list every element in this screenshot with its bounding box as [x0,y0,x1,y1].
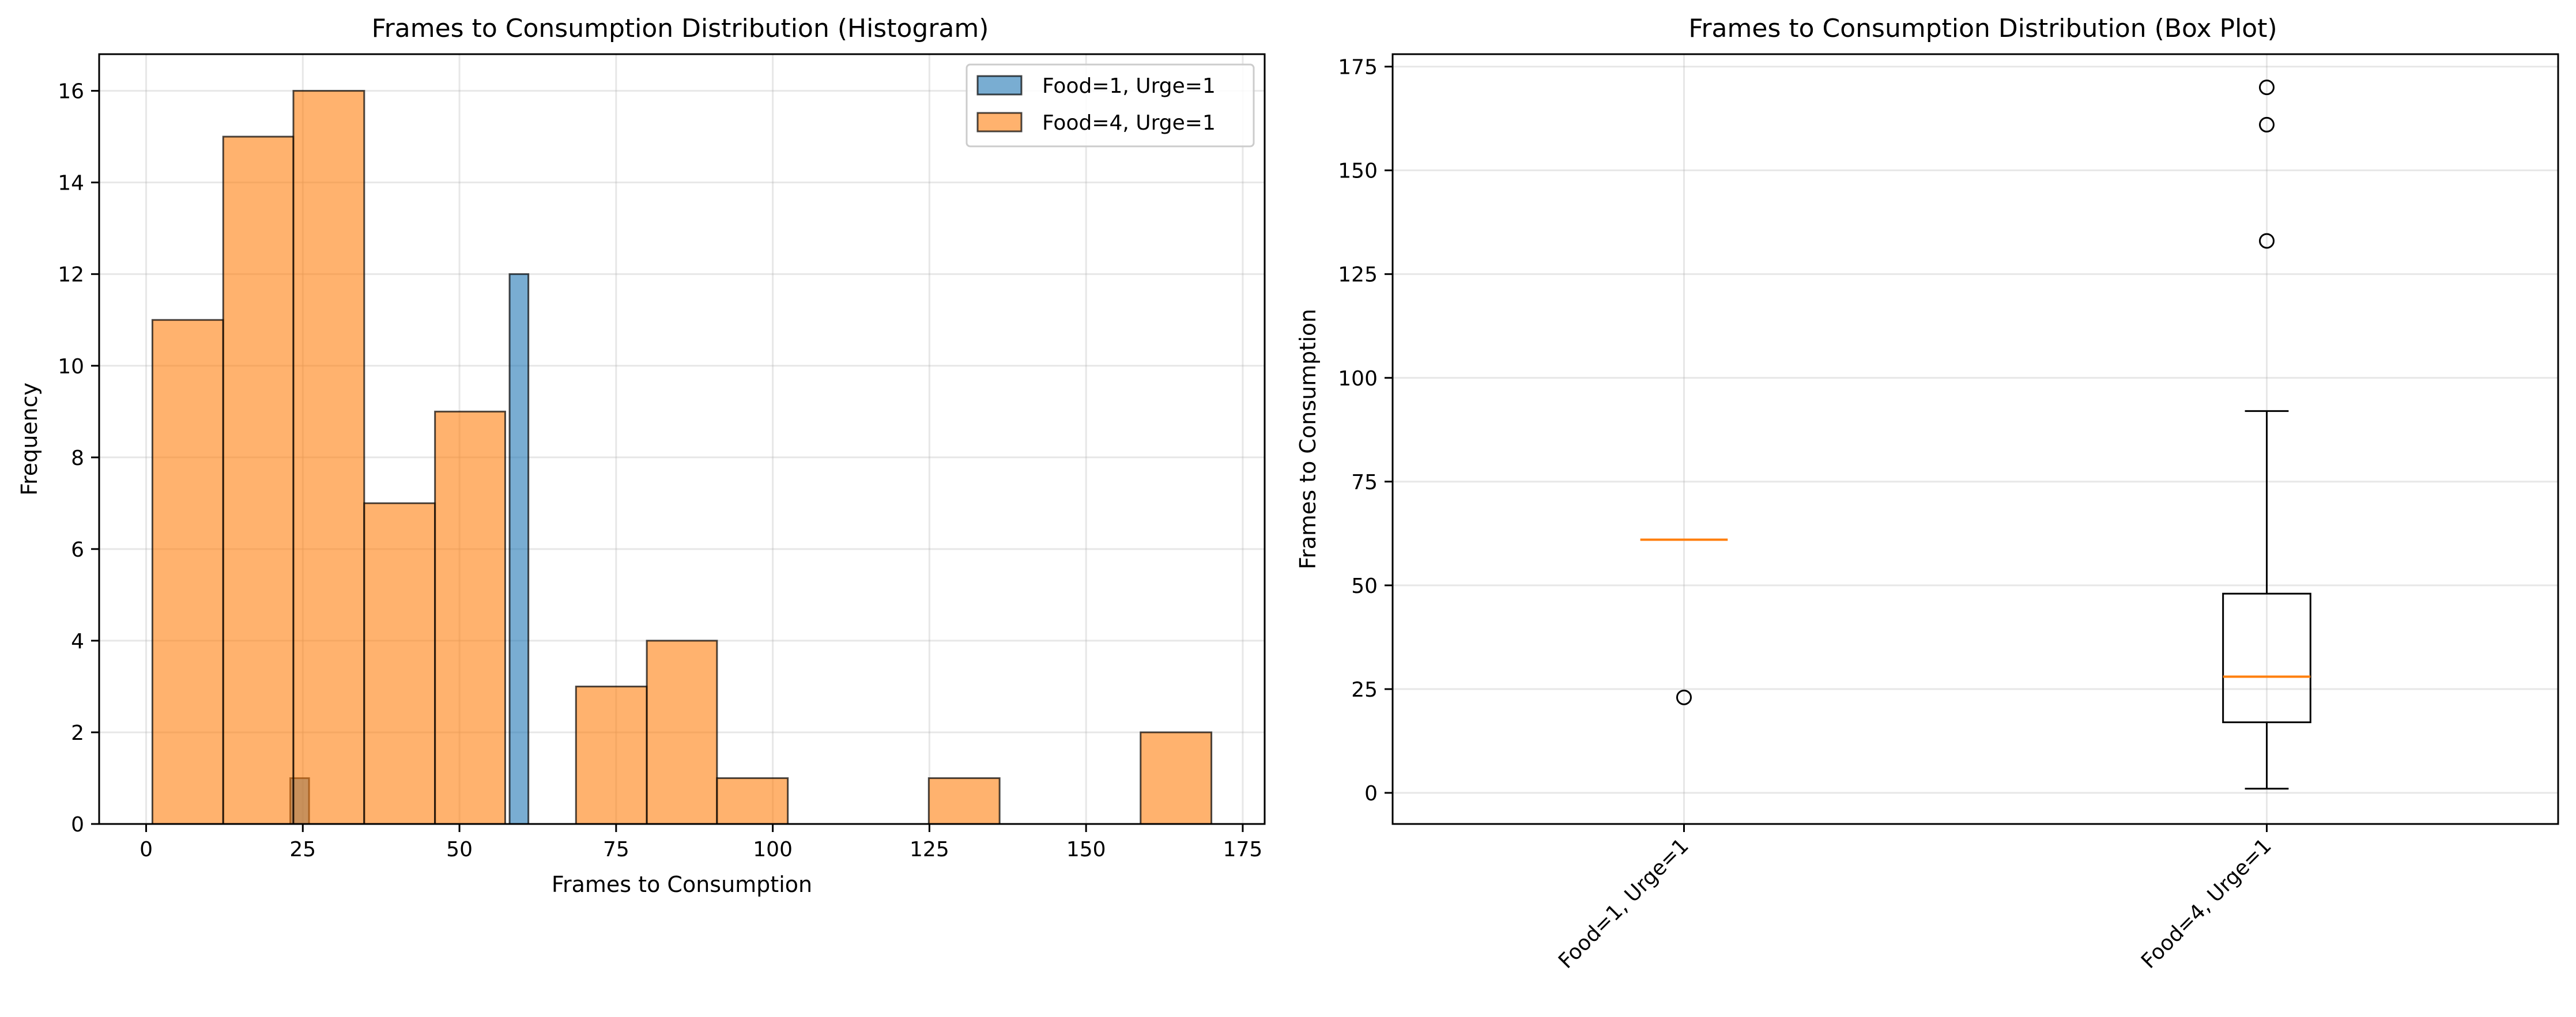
histogram-bar-series2 [292,90,365,825]
histogram-bars [151,90,1213,825]
histogram-ylabel: Frequency [17,383,42,496]
boxplot-box-group [1640,538,1728,705]
histogram-bar-series2 [716,777,789,825]
boxplot-box [2222,592,2311,724]
legend-label-series1: Food=1, Urge=1 [1042,74,1216,98]
histogram-xtick-label: 150 [1066,838,1106,861]
histogram-bar-series2 [434,410,506,825]
boxplot-ytick-label: 25 [1351,678,1378,702]
histogram-title: Frames to Consumption Distribution (Hist… [372,14,989,43]
boxplot-outlier-point [1676,689,1692,705]
histogram-xtick-label: 50 [446,838,473,861]
histogram-xtick-label: 100 [753,838,793,861]
histogram-bar-series2 [646,640,718,825]
boxplot-outlier-point [2259,116,2275,133]
histogram-axes-frame [98,53,1266,825]
histogram-xlabel: Frames to Consumption [552,872,812,897]
histogram-legend: Food=1, Urge=1 Food=4, Urge=1 [965,63,1255,148]
histogram-ytick-label: 14 [58,172,84,195]
histogram-ytick-label: 8 [71,447,84,470]
histogram-ticks: 0 25 50 75 100 125 150 175 0 2 4 6 8 10 12 14 16 [58,80,1262,861]
boxplot-ytick-label: 75 [1351,471,1378,494]
histogram-ytick-label: 16 [58,80,84,104]
boxplot-outlier-point [2259,233,2275,249]
histogram-bar-series1 [508,273,530,825]
legend-swatch-series1 [976,75,1023,96]
boxplot-ytick-label: 125 [1338,263,1378,287]
legend-swatch-series2 [976,112,1023,133]
histogram-xtick-label: 75 [603,838,629,861]
histogram-bar-series2 [575,685,648,825]
histogram-xtick-label: 125 [910,838,949,861]
boxplot-grid [1393,54,2558,824]
boxplot-box-group [2222,80,2311,790]
histogram-ytick-label: 2 [71,721,84,745]
boxplot-ytick-label: 50 [1351,574,1378,598]
histogram-bar-series2 [927,777,1001,825]
boxplot-title: Frames to Consumption Distribution (Box … [1688,14,2277,43]
histogram-xtick-label: 175 [1223,838,1263,861]
histogram-xtick-label: 25 [289,838,316,861]
boxplot-ticks: 0 25 50 75 100 125 150 175 Food=1, Urge=1 Food=4,… [1338,56,2276,974]
boxplot-xtick-label: Food=1, Urge=1 [1554,834,1694,973]
histogram-bar-series2 [222,135,295,825]
histogram-ytick-label: 12 [58,263,84,287]
boxplot-axes-frame [1391,53,2559,825]
boxplot-ytick-label: 175 [1338,56,1378,80]
legend-box [965,63,1255,148]
boxplot-panel: Frames to Consumption Distribution (Box … [1295,14,2559,974]
boxplot-xtick-label: Food=4, Urge=1 [2137,834,2276,973]
boxplot-ytick-label: 150 [1338,160,1378,183]
boxplot-ylabel: Frames to Consumption [1295,309,1321,569]
histogram-bar-series2 [363,502,436,825]
boxplot-ytick-label: 0 [1364,782,1378,806]
histogram-bar-series2 [151,319,224,825]
legend-label-series2: Food=4, Urge=1 [1042,111,1216,135]
boxplot-marks [1640,80,2311,790]
histogram-ytick-label: 6 [71,538,84,562]
histogram-bar-series2 [1140,731,1213,825]
boxplot-outlier-point [2259,80,2275,96]
histogram-ytick-label: 0 [71,813,84,837]
boxplot-ytick-label: 100 [1338,367,1378,391]
histogram-panel: Frames to Consumption Distribution (Hist… [17,14,1266,897]
histogram-ytick-label: 10 [58,355,84,379]
histogram-xtick-label: 0 [139,838,153,861]
histogram-ytick-label: 4 [71,630,84,653]
